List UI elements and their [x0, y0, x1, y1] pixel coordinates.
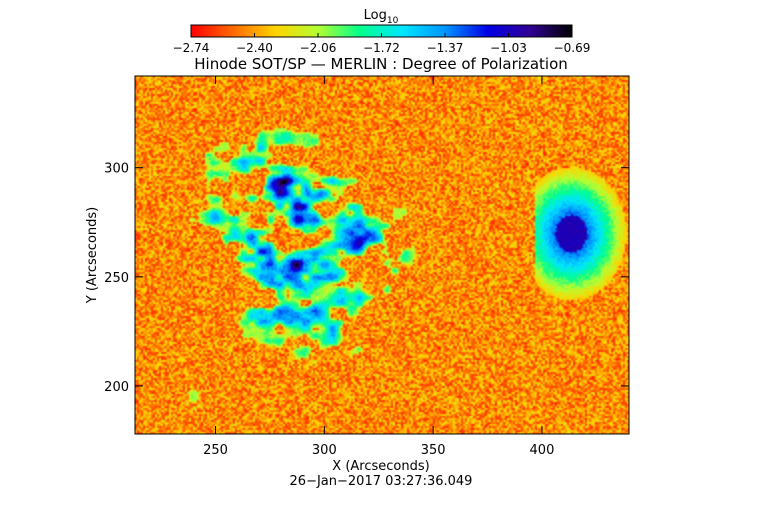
y-tick-label: 200 [104, 380, 129, 395]
x-tick-label: 250 [203, 443, 228, 458]
colorbar-tick-label: −1.72 [363, 41, 400, 55]
colorbar-ticks: −2.74 −2.40 −2.06 −1.72 −1.37 −1.03 −0.69 [173, 33, 591, 55]
plot-frame [134, 75, 630, 435]
colorbar-label: Log10 [364, 8, 399, 26]
y-tick-label: 250 [104, 271, 129, 286]
colorbar-label-base: Log [364, 8, 387, 23]
colorbar-tick-label: −2.40 [236, 41, 273, 55]
x-tick-label: 400 [530, 443, 555, 458]
colorbar-tick-label: −2.06 [300, 41, 337, 55]
colorbar-tick-label: −1.03 [490, 41, 527, 55]
colorbar-label-sub: 10 [387, 16, 399, 26]
plot-area [134, 75, 630, 435]
y-axis-ticks: 200 250 300 [104, 162, 629, 395]
y-tick-label: 300 [104, 162, 129, 177]
chart-title: Hinode SOT/SP — MERLIN : Degree of Polar… [194, 55, 568, 73]
y-axis-label: Y (Arcseconds) [85, 207, 100, 304]
colorbar-tick-label: −1.37 [427, 41, 464, 55]
timestamp: 26−Jan−2017 03:27:36.049 [290, 474, 473, 489]
x-tick-label: 300 [312, 443, 337, 458]
x-axis-ticks: 250 300 350 400 [203, 76, 554, 458]
x-axis-label: X (Arcseconds) [332, 459, 429, 474]
polarization-map-image [135, 76, 629, 434]
colorbar-tick-label: −0.69 [554, 41, 591, 55]
x-tick-label: 350 [421, 443, 446, 458]
colorbar-tick-label: −2.74 [173, 41, 210, 55]
